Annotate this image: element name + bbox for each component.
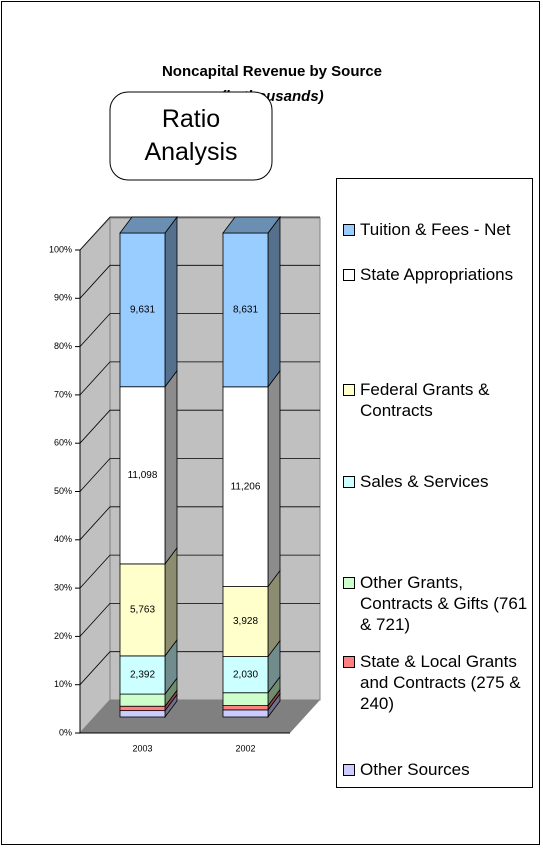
legend-swatch bbox=[343, 224, 355, 236]
legend-label: Other Sources bbox=[360, 760, 470, 779]
bar-side bbox=[164, 369, 178, 566]
legend-label: State Appropriations bbox=[360, 265, 514, 284]
bar bbox=[222, 386, 269, 587]
data-label: 11,098 bbox=[128, 470, 158, 481]
bar-top bbox=[222, 216, 281, 234]
bar bbox=[119, 386, 166, 565]
badge-box bbox=[109, 91, 273, 181]
bar-side bbox=[267, 215, 281, 389]
legend-item: Tuition & Fees - Net bbox=[343, 219, 529, 240]
data-label: 3,928 bbox=[233, 616, 258, 627]
legend-label: Other Grants, Contracts & Gifts (761 & 7… bbox=[360, 573, 528, 634]
bar bbox=[119, 232, 166, 388]
legend-item: Other Grants, Contracts & Gifts (761 & 7… bbox=[343, 572, 529, 635]
bar bbox=[222, 656, 269, 694]
y-tick-label: 100% bbox=[49, 244, 72, 254]
bar bbox=[119, 705, 166, 712]
y-tick-label: 20% bbox=[54, 631, 72, 641]
legend-swatch bbox=[343, 764, 355, 776]
y-tick-label: 80% bbox=[54, 341, 72, 351]
chart-title: Noncapital Revenue by Source bbox=[162, 63, 382, 80]
badge-line: Analysis bbox=[144, 138, 237, 166]
y-tick-label: 30% bbox=[54, 582, 72, 592]
bar-side bbox=[164, 215, 178, 388]
y-tick-label: 50% bbox=[54, 486, 72, 496]
bar bbox=[119, 655, 166, 695]
legend-item: Federal Grants & Contracts bbox=[343, 379, 529, 421]
legend-swatch bbox=[343, 269, 355, 281]
data-label: 5,763 bbox=[130, 605, 155, 616]
legend-label: Tuition & Fees - Net bbox=[360, 220, 511, 239]
y-tick-label: 70% bbox=[54, 389, 72, 399]
x-tick-label: 2002 bbox=[235, 743, 255, 753]
legend-item: State Appropriations bbox=[343, 264, 529, 285]
y-tick-label: 60% bbox=[54, 438, 72, 448]
legend-swatch bbox=[343, 656, 355, 668]
bar bbox=[222, 692, 269, 706]
x-tick-label: 2003 bbox=[132, 743, 152, 753]
bar bbox=[222, 705, 269, 711]
y-tick-label: 0% bbox=[59, 727, 72, 737]
legend-item: State & Local Grants and Contracts (275 … bbox=[343, 651, 529, 714]
legend-label: State & Local Grants and Contracts (275 … bbox=[360, 652, 521, 713]
data-label: 9,631 bbox=[130, 305, 155, 316]
bar-side bbox=[164, 546, 178, 658]
bar-side bbox=[267, 369, 281, 588]
bar-top bbox=[119, 216, 178, 234]
data-label: 8,631 bbox=[233, 305, 258, 316]
badge-line: Ratio bbox=[162, 105, 220, 133]
legend: Other Sources State & Local Grants and Co… bbox=[336, 178, 533, 788]
legend-label: Federal Grants & Contracts bbox=[360, 380, 490, 420]
legend-swatch bbox=[343, 384, 355, 396]
legend-item: Other Sources bbox=[343, 759, 529, 780]
data-label: 2,392 bbox=[130, 670, 155, 681]
legend-item: Sales & Services bbox=[343, 471, 529, 492]
data-label: 11,206 bbox=[231, 481, 261, 492]
bar bbox=[119, 693, 166, 707]
bar bbox=[222, 586, 269, 657]
y-tick-label: 10% bbox=[54, 679, 72, 689]
y-tick-label: 40% bbox=[54, 534, 72, 544]
legend-label: Sales & Services bbox=[360, 472, 489, 491]
badge: Ratio Analysis bbox=[144, 105, 237, 166]
y-tick-label: 90% bbox=[54, 293, 72, 303]
legend-swatch bbox=[343, 476, 355, 488]
floor bbox=[80, 700, 320, 733]
data-label: 2,030 bbox=[233, 669, 258, 680]
bar bbox=[119, 563, 166, 657]
legend-swatch bbox=[343, 577, 355, 589]
bar bbox=[222, 709, 269, 718]
bar bbox=[119, 710, 166, 718]
